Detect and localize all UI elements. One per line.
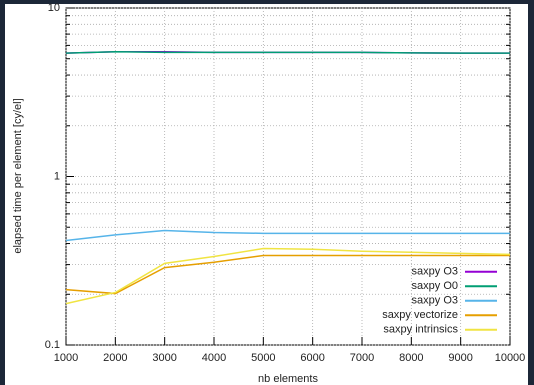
y-tick-label: 1 xyxy=(54,170,60,182)
legend-label: saxpy O0 xyxy=(412,280,458,292)
x-tick-label: 5000 xyxy=(251,352,275,364)
y-axis-label: elapsed time per element [cy/el] xyxy=(12,98,24,253)
x-tick-label: 7000 xyxy=(350,352,374,364)
series-line xyxy=(65,247,511,305)
legend-label: saxpy vectorize xyxy=(382,309,458,321)
legend-label: saxpy O3 xyxy=(412,266,458,278)
x-tick-label: 8000 xyxy=(399,352,423,364)
series-line xyxy=(65,229,510,242)
series-line xyxy=(65,50,510,54)
x-tick-label: 10000 xyxy=(495,352,526,364)
x-tick-label: 4000 xyxy=(202,352,226,364)
legend-label: saxpy O3 xyxy=(412,295,458,307)
series-line xyxy=(65,254,510,295)
x-tick-label: 3000 xyxy=(152,352,176,364)
x-tick-label: 2000 xyxy=(103,352,127,364)
x-tick-label: 6000 xyxy=(300,352,324,364)
x-axis-label: nb elements xyxy=(258,373,318,385)
x-tick-label: 1000 xyxy=(54,352,78,364)
y-tick-label: 0.1 xyxy=(45,339,60,351)
x-tick-label: 9000 xyxy=(448,352,472,364)
y-tick-label: 10 xyxy=(48,2,60,14)
plot-background xyxy=(5,4,528,385)
legend-label: saxpy intrinsics xyxy=(383,324,458,336)
